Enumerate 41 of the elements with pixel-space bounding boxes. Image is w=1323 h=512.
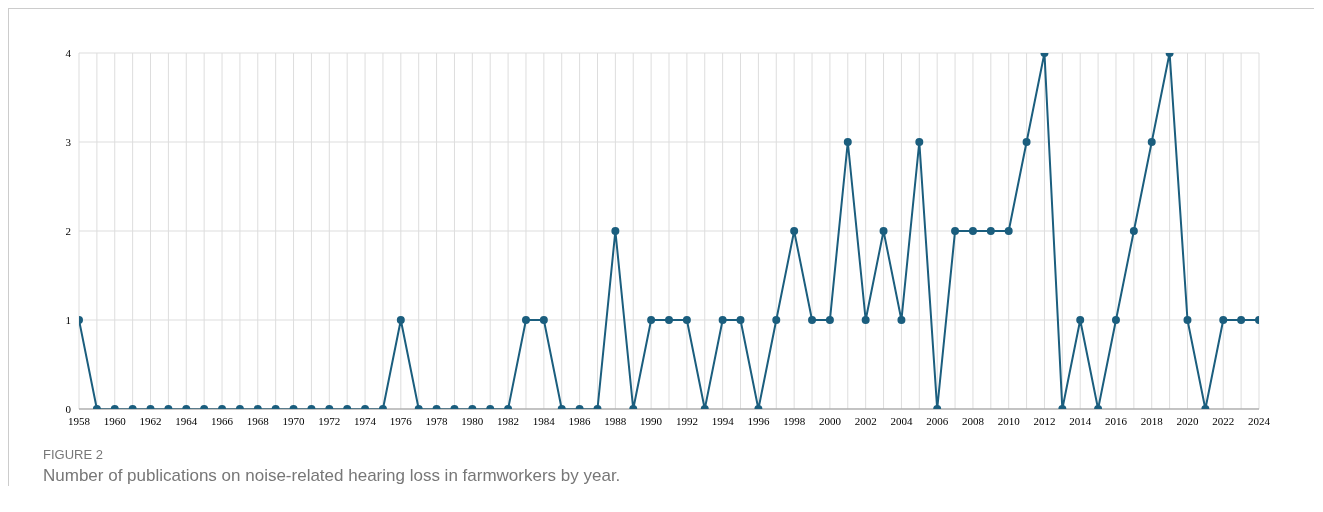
x-tick-label: 2004 <box>890 414 913 427</box>
x-tick-label: 1980 <box>461 414 484 427</box>
x-tick-label: 1978 <box>425 414 449 427</box>
x-tick-label: 1962 <box>139 414 162 427</box>
y-tick-label: 0 <box>65 402 72 415</box>
x-tick-label: 1994 <box>711 414 735 427</box>
x-tick-label: 1992 <box>675 414 698 427</box>
x-tick-label: 1986 <box>568 414 592 427</box>
x-tick-label: 2014 <box>1069 414 1092 427</box>
x-tick-label: 1996 <box>747 414 770 427</box>
y-tick-label: 4 <box>65 46 72 59</box>
x-tick-label: 2000 <box>818 414 842 427</box>
x-tick-label: 1972 <box>318 414 341 427</box>
y-tick-label: 1 <box>65 313 71 326</box>
x-tick-label: 1958 <box>68 414 91 427</box>
x-tick-label: 1984 <box>532 414 556 427</box>
x-tick-label: 1964 <box>175 414 198 427</box>
x-tick-label: 2012 <box>1033 414 1056 427</box>
text: FIGURE 2 <box>43 447 104 462</box>
y-tick-label: 3 <box>65 135 72 148</box>
x-tick-label: 1960 <box>103 414 127 427</box>
x-tick-label: 1970 <box>282 414 306 427</box>
x-tick-label: 2006 <box>926 414 949 427</box>
x-tick-label: 2022 <box>1212 414 1235 427</box>
x-tick-label: 2010 <box>997 414 1021 427</box>
x-tick-label: 1998 <box>783 414 806 427</box>
x-tick-label: 2002 <box>854 414 877 427</box>
x-tick-label: 1990 <box>640 414 663 427</box>
x-tick-label: 1982 <box>497 414 520 427</box>
x-tick-label: 1966 <box>211 414 234 427</box>
text: Number of publications on noise-related hearing loss in farmworkers by year. <box>43 466 622 486</box>
x-tick-label: 1988 <box>604 414 627 427</box>
x-tick-label: 2018 <box>1140 414 1164 427</box>
x-tick-label: 2024 <box>1248 414 1271 427</box>
x-tick-label: 1974 <box>354 414 377 427</box>
y-tick-label: 2 <box>65 224 71 237</box>
x-tick-label: 1976 <box>389 414 413 427</box>
x-tick-label: 2016 <box>1104 414 1128 427</box>
x-tick-label: 1968 <box>246 414 270 427</box>
x-tick-label: 2008 <box>961 414 985 427</box>
x-tick-label: 2020 <box>1176 414 1199 427</box>
